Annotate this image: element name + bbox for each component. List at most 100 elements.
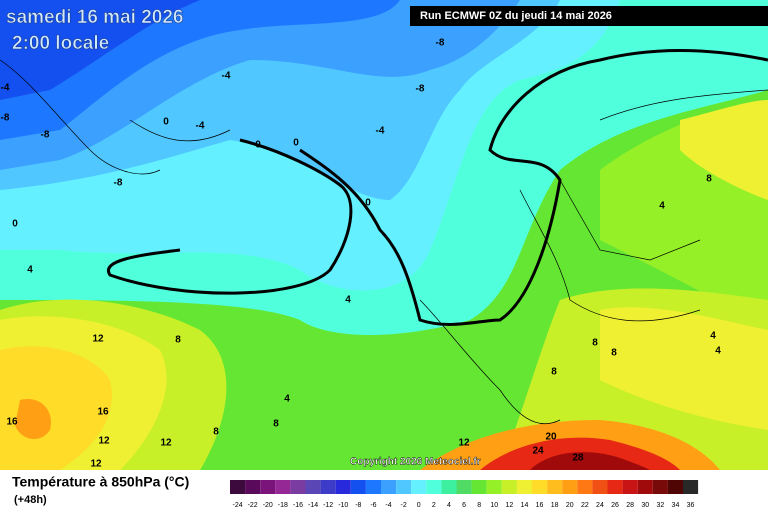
scale-swatch [320,480,336,494]
contour-label: -4 [1,83,10,94]
scale-swatch [305,480,321,494]
legend-subtitle: (+48h) [14,494,47,506]
scale-label: -6 [370,502,376,509]
scale-label: -22 [248,502,258,509]
contour-label: -4 [196,121,205,132]
contour-label: 16 [97,407,109,418]
scale-label: -10 [338,502,348,509]
scale-swatch [456,480,472,494]
contour-label: -8 [416,84,425,95]
copyright: Copyright 2026 Meteociel.fr [350,457,481,468]
scale-swatch [381,480,397,494]
date-title: samedi 16 mai 2026 [6,7,183,28]
scale-label: 36 [687,502,695,509]
scale-swatch [365,480,381,494]
scale-swatch [350,480,366,494]
scale-swatch [607,480,623,494]
legend-title: Température à 850hPa (°C) [12,474,189,490]
scale-label: -14 [308,502,318,509]
scale-label: -2 [401,502,407,509]
scale-swatch [426,480,442,494]
scale-label: 16 [536,502,544,509]
scale-label: 24 [596,502,604,509]
contour-label: 8 [175,335,181,346]
color-scale: -24 -22 -20 -18 -16 -14 -12 -10 -8 -6 -4 -2 0 2 4 6 8 10 1… [230,480,699,509]
scale-label: 22 [581,502,589,509]
contour-label: -8 [1,113,10,124]
contour-label: 8 [213,427,219,438]
scale-label: 2 [432,502,436,509]
contour-label: -4 [222,71,231,82]
contour-labels: -4 -8 -8 -8 -4 -8 -8 -4 -4 0 0 0 0 0 4 4 4 8 8 8 8 4 8 8 4 4 8 12 12… [1,38,722,470]
scale-label: 18 [551,502,559,509]
scale-label: 14 [521,502,529,509]
scale-label: 10 [490,502,498,509]
scale-label: -24 [232,502,242,509]
contour-label: 12 [90,459,102,470]
contour-label: 0 [255,140,261,151]
contour-label: 0 [163,117,169,128]
scale-label: 4 [447,502,451,509]
contour-label: 12 [458,438,470,449]
temperature-field [0,0,768,470]
scale-swatch [486,480,502,494]
contour-label: 20 [545,432,557,443]
zero-isotherm [106,49,768,326]
contour-label: 12 [98,436,110,447]
scale-label: -4 [385,502,391,509]
scale-label: 26 [611,502,619,509]
scale-label: 34 [672,502,680,509]
run-info: Run ECMWF 0Z du jeudi 14 mai 2026 [420,10,612,22]
contour-label: 4 [659,201,665,212]
scale-swatch [562,480,578,494]
scale-swatch [411,480,427,494]
contour-label: 4 [710,331,716,342]
contour-label: -8 [41,130,50,141]
contour-label: 24 [532,446,544,457]
contour-label: 0 [293,138,299,149]
scale-swatch [592,480,608,494]
scale-label: 12 [505,502,513,509]
contour-label: 4 [715,346,721,357]
scale-label: -18 [278,502,288,509]
scale-swatch [652,480,668,494]
scale-swatch [622,480,638,494]
contour-label: 8 [551,367,557,378]
contour-label: 4 [27,265,33,276]
contour-label: 8 [706,174,712,185]
scale-label: -20 [263,502,273,509]
contour-label: 8 [611,348,617,359]
scale-swatch [245,480,261,494]
scale-swatch [532,480,548,494]
scale-label: -12 [323,502,333,509]
scale-swatch [260,480,276,494]
scale-swatch [637,480,653,494]
contour-label: 8 [592,338,598,349]
scale-swatch [230,480,246,494]
contour-label: 8 [273,419,279,430]
contour-label: 12 [92,334,104,345]
scale-swatch [441,480,457,494]
scale-swatch [683,480,699,494]
coastlines [0,59,768,425]
scale-label: 6 [462,502,466,509]
scale-swatch [396,480,412,494]
contour-label: 12 [160,438,172,449]
time-title: 2:00 locale [12,33,109,54]
scale-label: -16 [293,502,303,509]
scale-swatch [667,480,683,494]
scale-label: 30 [641,502,649,509]
scale-swatch [290,480,306,494]
scale-swatch [577,480,593,494]
run-box [410,6,768,26]
contour-label: -4 [376,126,385,137]
scale-swatch [547,480,563,494]
scale-label: 20 [566,502,574,509]
scale-swatch [516,480,532,494]
scale-label: -8 [355,502,361,509]
scale-swatch [501,480,517,494]
scale-label: 0 [417,502,421,509]
scale-label: 28 [626,502,634,509]
